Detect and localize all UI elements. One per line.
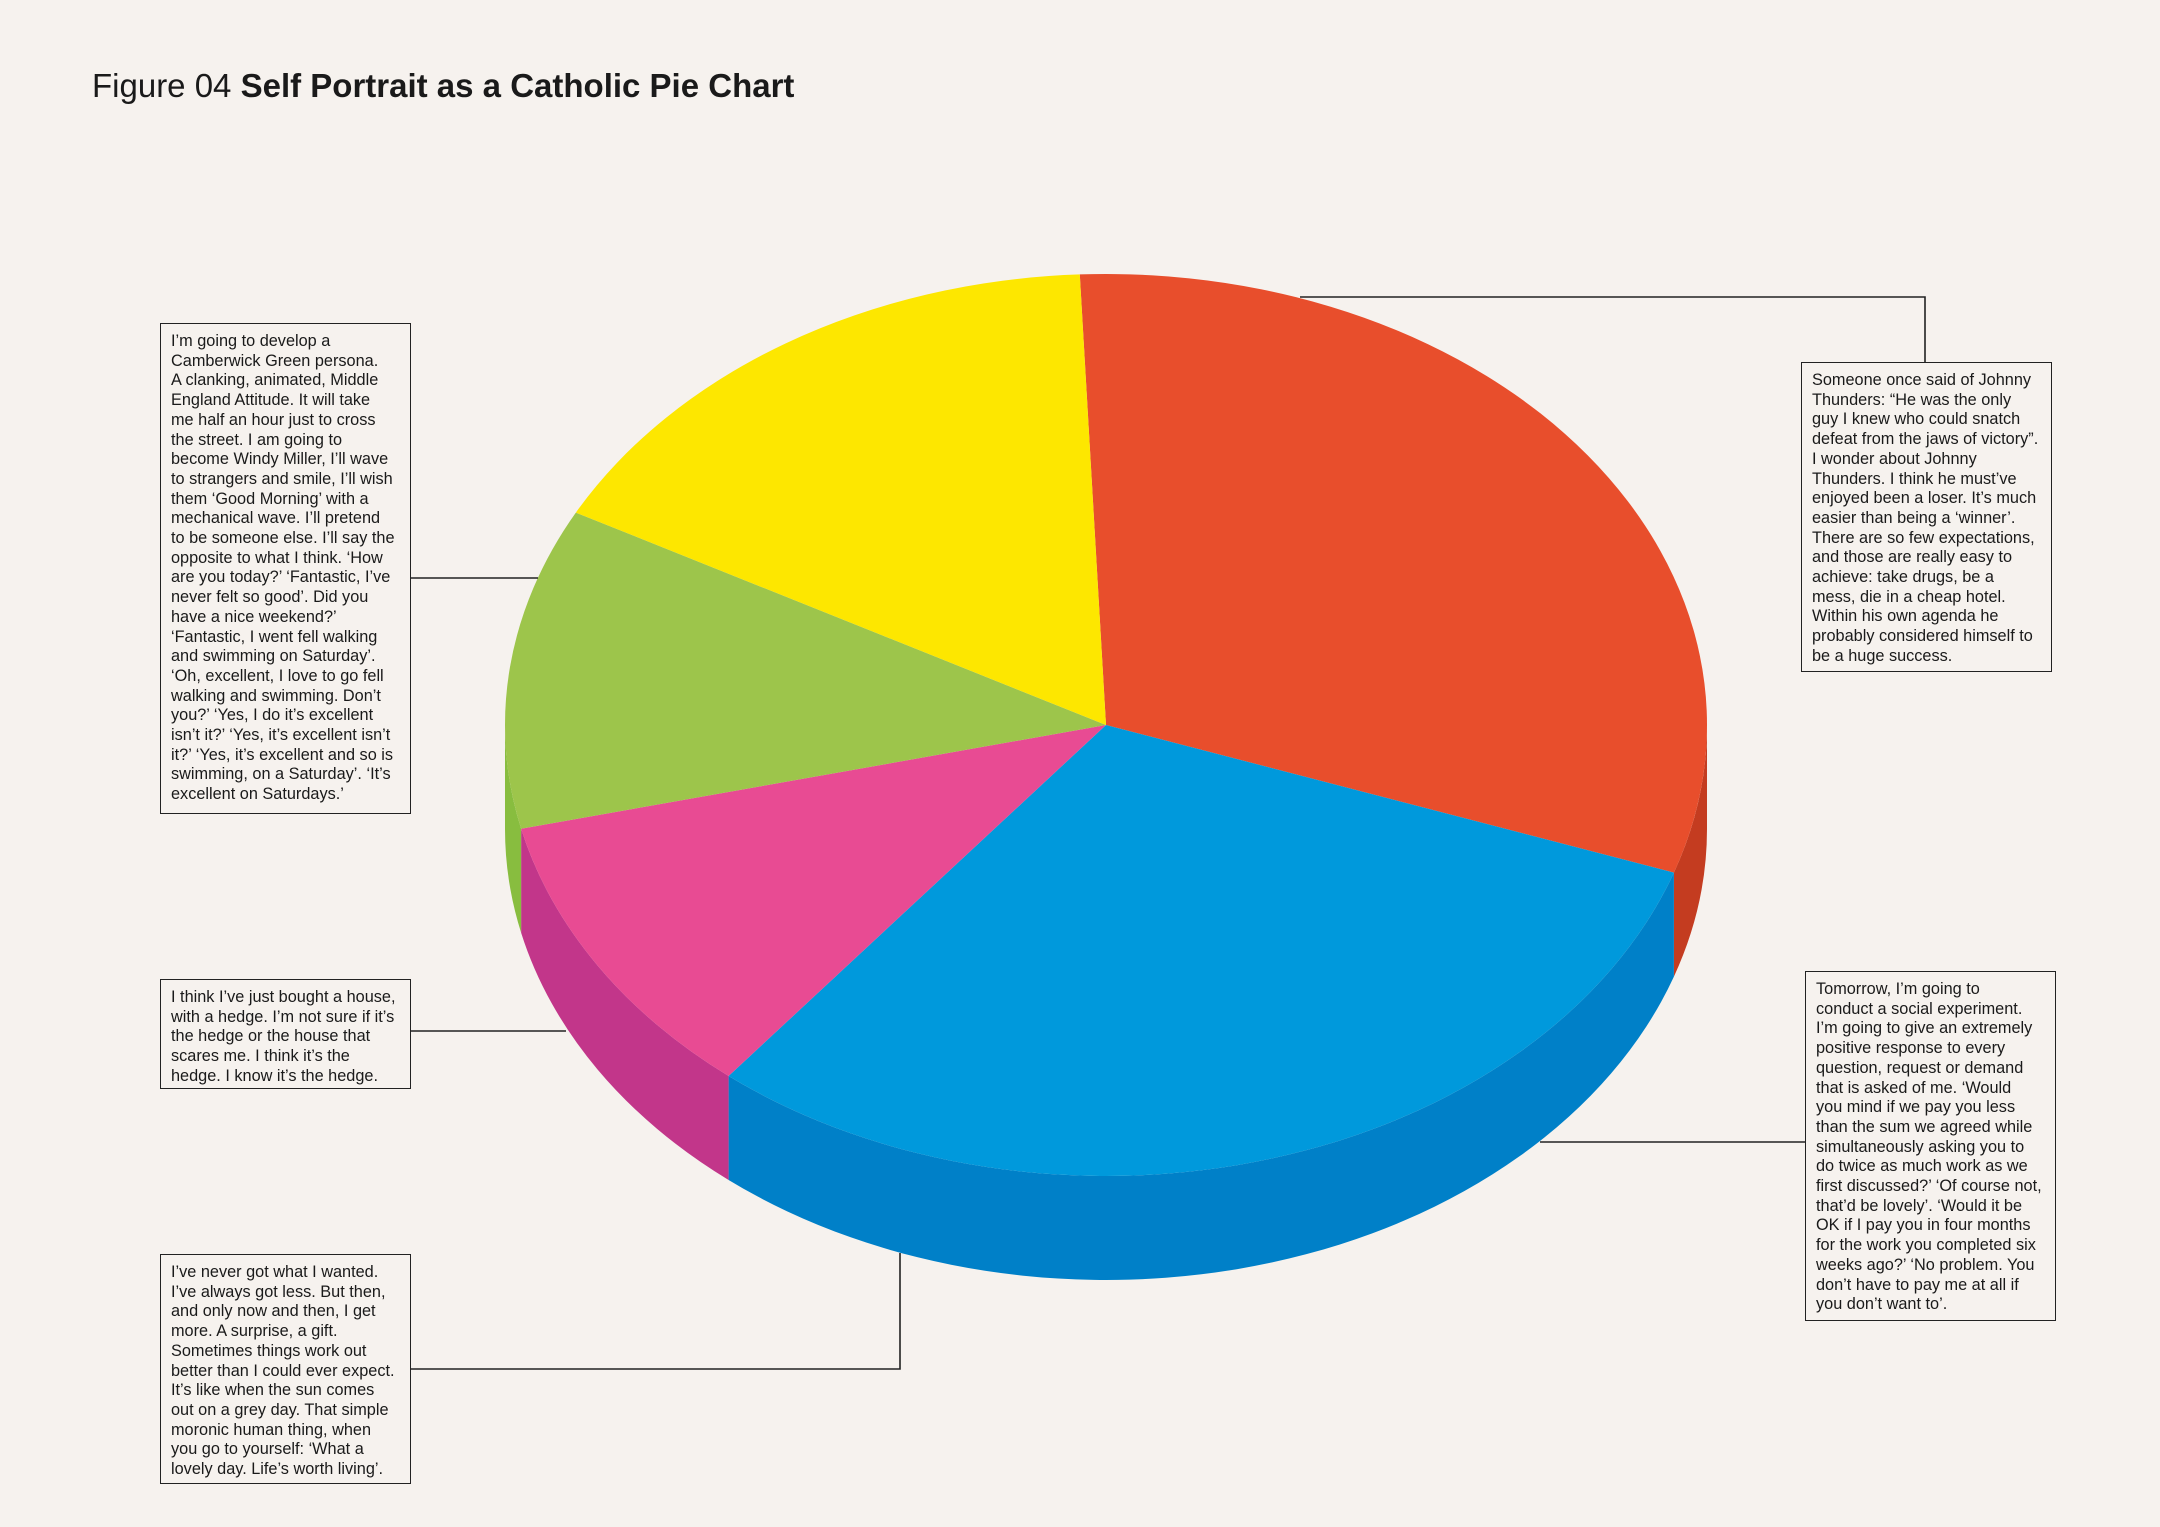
pie-top-faces bbox=[504, 274, 1707, 1177]
annotation-green: I think I’ve just bought a house, with a… bbox=[160, 979, 411, 1089]
pie-side-green bbox=[505, 725, 522, 933]
figure-number: Figure 04 bbox=[92, 67, 232, 104]
figure-main-title: Self Portrait as a Catholic Pie Chart bbox=[240, 67, 795, 104]
annotation-blue: Tomorrow, I’m going to conduct a social … bbox=[1805, 971, 2056, 1321]
pie-side-red bbox=[1673, 725, 1708, 977]
annotation-yellow: I’m going to develop a Camberwick Green … bbox=[160, 323, 411, 814]
pie-side-blue bbox=[728, 872, 1674, 1280]
pie-slice-red bbox=[1079, 274, 1707, 873]
figure-title: Figure 04 Self Portrait as a Catholic Pi… bbox=[92, 66, 794, 106]
pie-slice-yellow bbox=[575, 274, 1106, 725]
leader-lines bbox=[410, 296, 1926, 1370]
pie-side-walls bbox=[505, 725, 1708, 1280]
annotation-magenta: I’ve never got what I wanted. I’ve alway… bbox=[160, 1254, 411, 1484]
pie-slice-blue bbox=[728, 725, 1674, 1177]
annotation-red: Someone once said of Johnny Thunders: “H… bbox=[1801, 362, 2052, 672]
pie-side-magenta bbox=[521, 828, 729, 1180]
pie-slice-magenta bbox=[521, 725, 1106, 1076]
leader-line-red bbox=[1300, 296, 1926, 362]
leader-line-magenta bbox=[410, 1253, 901, 1370]
pie-slice-green bbox=[504, 512, 1106, 829]
